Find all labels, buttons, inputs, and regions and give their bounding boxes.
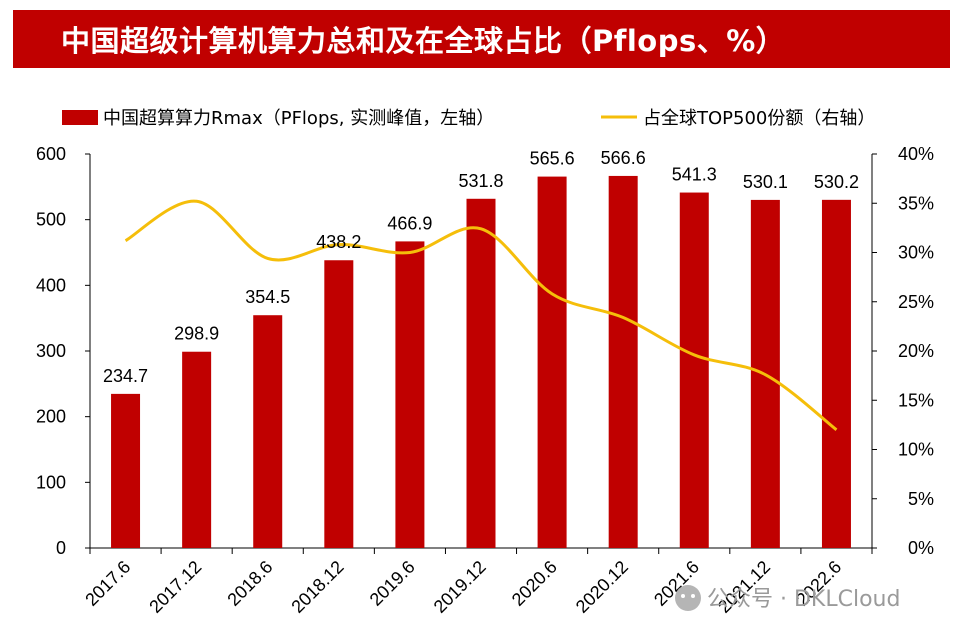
wechat-icon xyxy=(675,585,701,611)
y-right-tick-label: 15% xyxy=(898,390,934,410)
legend-bar-swatch xyxy=(62,110,98,125)
legend-line-label: 占全球TOP500份额（右轴） xyxy=(643,108,875,129)
y-right-tick-label: 5% xyxy=(908,489,934,509)
bar-value-label: 234.7 xyxy=(103,366,148,386)
data-labels: 234.7 298.9 354.5 438.2 466.9 531.8 565.6 566.6… xyxy=(103,148,859,386)
bar-series xyxy=(111,175,851,548)
x-tick-label: 2020.6 xyxy=(508,557,561,610)
line-series xyxy=(124,199,838,431)
title-banner: 中国超级计算机算力总和及在全球占比（Pflops、%） xyxy=(13,10,950,68)
x-tick-label: 2018.6 xyxy=(223,557,276,610)
chart-title: 中国超级计算机算力总和及在全球占比（Pflops、%） xyxy=(61,24,786,58)
x-tick-label: 2017.6 xyxy=(81,557,134,610)
wechat-icon-eye xyxy=(691,594,695,598)
x-tick-label: 2018.12 xyxy=(287,557,347,617)
bar xyxy=(182,351,212,548)
y-left-tick-label: 0 xyxy=(56,538,66,558)
x-tick-label: 2019.6 xyxy=(366,557,419,610)
bar-value-label: 566.6 xyxy=(601,148,646,168)
bar xyxy=(395,241,425,548)
bar-value-label: 530.1 xyxy=(743,172,788,192)
y-right-tick-label: 30% xyxy=(898,243,934,263)
y-left-tick-label: 300 xyxy=(36,341,66,361)
y-right-tick-label: 10% xyxy=(898,440,934,460)
bar xyxy=(466,198,496,548)
bar xyxy=(608,175,638,548)
x-tick-label: 2017.12 xyxy=(145,557,205,617)
y-left-tick-label: 600 xyxy=(36,144,66,164)
bar-value-label: 298.9 xyxy=(174,324,219,344)
bar-value-label: 565.6 xyxy=(530,149,575,169)
y-right-tick-label: 35% xyxy=(898,193,934,213)
y-left-tick-label: 100 xyxy=(36,472,66,492)
watermark-text: 公众号 · DKLCloud xyxy=(707,587,900,612)
bar-value-label: 531.8 xyxy=(458,171,503,191)
y-right-tick-label: 20% xyxy=(898,341,934,361)
bar xyxy=(821,199,851,548)
bar xyxy=(679,192,709,548)
y-left-tick-label: 500 xyxy=(36,210,66,230)
bar xyxy=(537,176,567,548)
bar-value-label: 438.2 xyxy=(316,232,361,252)
bar xyxy=(324,260,354,548)
y-right-tick-label: 40% xyxy=(898,144,934,164)
bar-value-label: 541.3 xyxy=(672,165,717,185)
legend-bar-label: 中国超算算力Rmax（PFlops, 实测峰值，左轴） xyxy=(103,108,494,129)
legend: 中国超算算力Rmax（PFlops, 实测峰值，左轴） 占全球TOP500份额（右… xyxy=(62,108,875,129)
y-right-tick-label: 25% xyxy=(898,292,934,312)
bar-value-label: 530.2 xyxy=(814,172,859,192)
bar-value-label: 354.5 xyxy=(245,287,290,307)
x-tick-label: 2019.12 xyxy=(430,557,490,617)
bar xyxy=(253,315,283,548)
watermark: 公众号 · DKLCloud xyxy=(675,585,900,612)
wechat-icon-eye xyxy=(681,594,685,598)
y-right-tick-label: 0% xyxy=(908,538,934,558)
bar xyxy=(111,393,141,548)
y-left-tick-label: 400 xyxy=(36,275,66,295)
x-tick-label: 2020.12 xyxy=(572,557,632,617)
y-left-tick-label: 200 xyxy=(36,407,66,427)
bar-value-label: 466.9 xyxy=(387,213,432,233)
